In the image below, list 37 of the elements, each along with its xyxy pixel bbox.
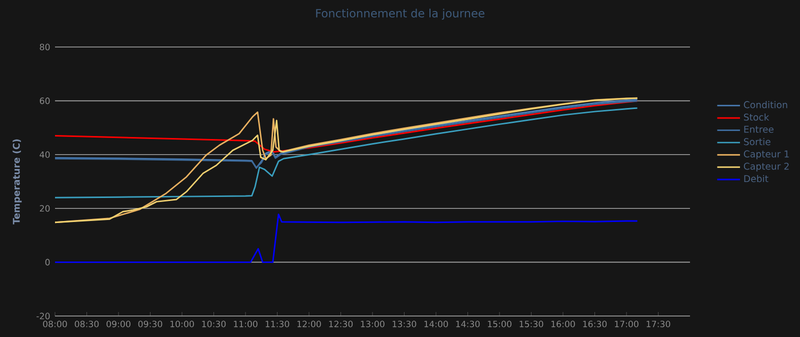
x-tick-label: 10:00: [170, 320, 194, 328]
x-tick-label: 09:30: [138, 320, 162, 328]
y-tick-label: 20: [40, 205, 50, 212]
y-tick-label: 0: [45, 258, 50, 266]
y-axis-title: Temperature (C): [12, 139, 22, 224]
x-tick-label: 15:00: [488, 320, 512, 328]
legend-label: Condition: [744, 101, 788, 108]
line-series: [55, 97, 638, 224]
y-tick-label: 40: [40, 151, 50, 158]
y-tick-label: 60: [40, 98, 50, 104]
x-tick-label: 11:30: [266, 320, 290, 328]
x-tick-label: 10:30: [202, 320, 226, 328]
legend-label: Debit: [744, 174, 768, 182]
x-tick-label: 09:00: [106, 320, 130, 328]
x-tick-label: 16:30: [583, 320, 607, 328]
x-tick-label: 17:00: [614, 320, 638, 328]
x-tick-label: 08:00: [43, 320, 67, 328]
x-tick-label: 08:30: [74, 320, 99, 328]
legend-label: Capteur 2: [744, 162, 789, 172]
y-tick-label: -20: [36, 312, 50, 320]
x-tick-label: 15:30: [520, 320, 544, 328]
x-tick-label: 12:00: [297, 320, 321, 328]
x-tick-label: 14:00: [424, 320, 448, 328]
y-tick-label: 80: [40, 44, 50, 50]
x-tick-label: 16:00: [551, 320, 575, 328]
chart-title: Fonctionnement de la journee: [316, 8, 484, 20]
line-series: [55, 107, 638, 198]
x-tick-label: 13:30: [392, 320, 416, 328]
x-tick-label: 17:30: [646, 320, 670, 328]
legend-label: Capteur 1: [744, 150, 789, 160]
legend-label: Sortie: [744, 138, 770, 146]
x-tick-label: 14:30: [456, 320, 480, 328]
legend-label: Entree: [744, 126, 774, 133]
legend-label: Stock: [744, 113, 770, 121]
x-tick-label: 11:00: [234, 320, 258, 328]
x-tick-label: 12:30: [329, 320, 353, 328]
x-tick-label: 13:00: [360, 320, 384, 328]
